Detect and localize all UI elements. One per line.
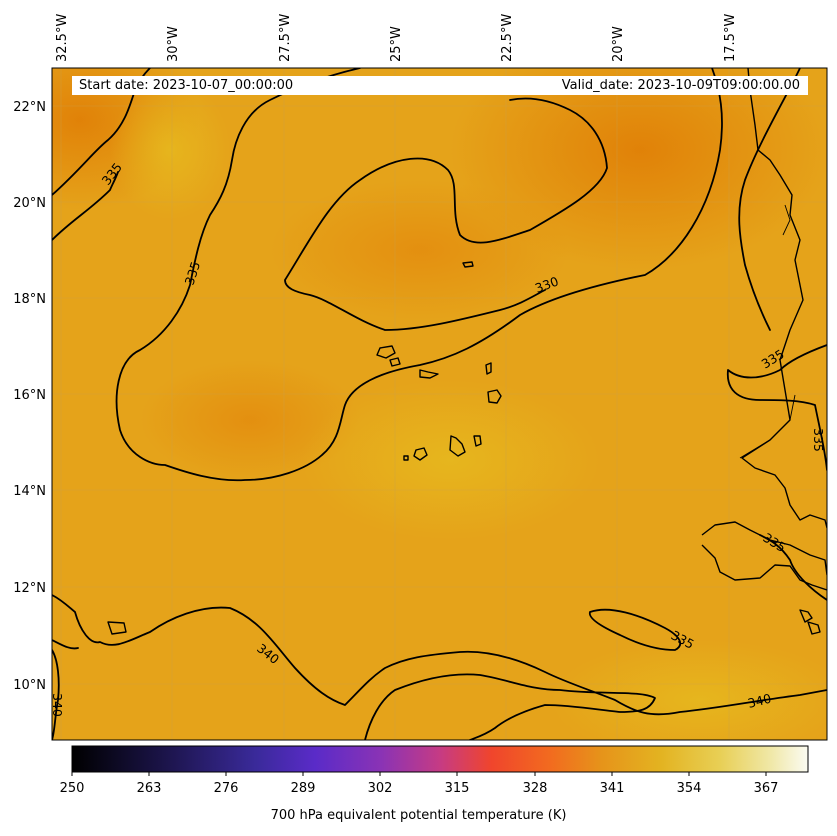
map-frame — [51, 67, 828, 741]
latitude-labels: 22°N 20°N 18°N 16°N 14°N 12°N 10°N — [13, 100, 46, 693]
longitude-labels: 32.5°W 30°W 27.5°W 25°W 22.5°W 20°W 17.5… — [55, 14, 738, 62]
colorbar — [71, 745, 809, 773]
lon-label: 32.5°W — [55, 14, 70, 62]
coastlines — [107, 68, 827, 635]
lon-label: 30°W — [166, 26, 181, 62]
lon-label: 25°W — [389, 26, 404, 62]
contour-label: 340 — [746, 691, 773, 711]
lon-label: 22.5°W — [500, 14, 515, 62]
date-info-box: Start date: 2023-10-07_00:00:00 Valid_da… — [72, 76, 808, 95]
colorbar-tick-label: 341 — [600, 781, 625, 796]
colorbar-tick-label: 276 — [214, 781, 239, 796]
lat-label: 16°N — [13, 388, 46, 403]
colorbar-tick-label: 250 — [60, 781, 85, 796]
lon-label: 17.5°W — [723, 14, 738, 62]
colorbar-tick-label: 328 — [523, 781, 548, 796]
colorbar-tick-label: 289 — [291, 781, 316, 796]
contour-label: 335 — [811, 428, 826, 452]
lat-label: 22°N — [13, 100, 46, 115]
colorbar-tick-label: 302 — [368, 781, 393, 796]
lon-label: 27.5°W — [278, 14, 293, 62]
lat-label: 20°N — [13, 196, 46, 211]
contour-lines — [52, 68, 827, 740]
colorbar-tick-label: 315 — [445, 781, 470, 796]
lat-label: 10°N — [13, 678, 46, 693]
lat-label: 18°N — [13, 292, 46, 307]
contour-label: 340 — [50, 693, 65, 717]
start-date-label: Start date: 2023-10-07_00:00:00 — [79, 78, 294, 93]
colorbar-tick-label: 354 — [677, 781, 702, 796]
temperature-field — [52, 68, 827, 740]
lon-label: 20°W — [611, 26, 626, 62]
lat-label: 14°N — [13, 484, 46, 499]
valid-date-label: Valid_date: 2023-10-09T09:00:00.00 — [561, 78, 800, 93]
colorbar-title: 700 hPa equivalent potential temperature… — [270, 808, 567, 823]
colorbar-ticks: 250 263 276 289 302 315 328 341 354 367 — [60, 772, 779, 796]
colorbar-tick-label: 263 — [137, 781, 162, 796]
graticule — [52, 68, 827, 740]
lat-label: 12°N — [13, 581, 46, 596]
contour-label: 335 — [182, 260, 204, 287]
colorbar-tick-label: 367 — [754, 781, 779, 796]
